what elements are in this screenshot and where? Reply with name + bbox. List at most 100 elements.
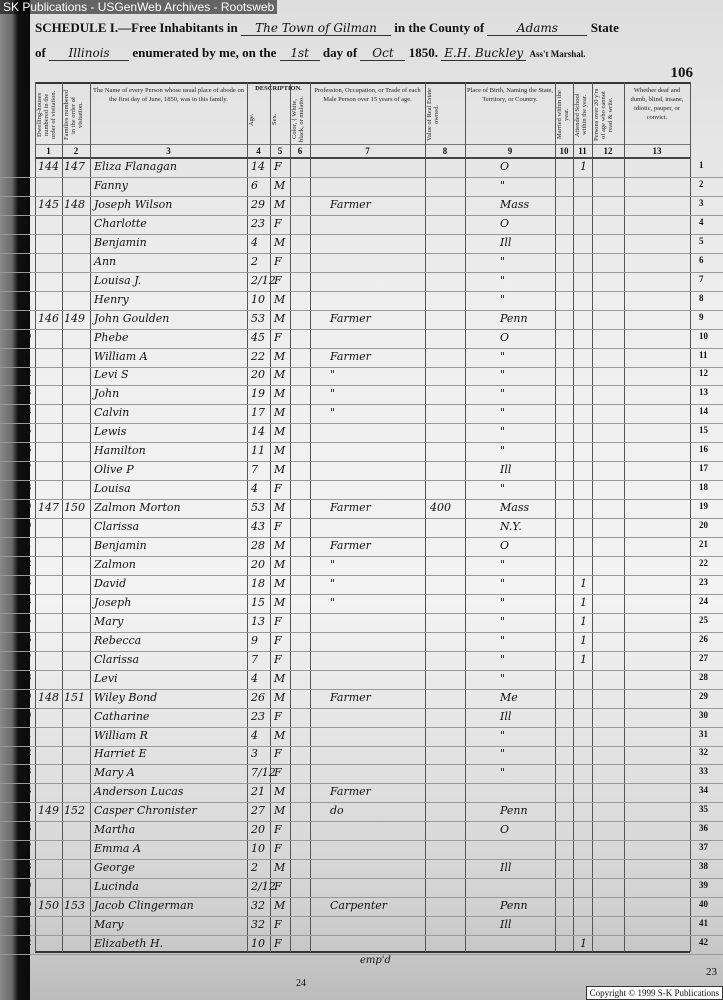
row-number-right: 20 [699,520,708,531]
sex: M [274,425,286,439]
birthplace: " [500,633,506,647]
county-field: Adams [487,21,588,36]
person-name: David [94,576,127,590]
birthplace: O [500,539,510,552]
birthplace: O [500,823,510,837]
age: 28 [251,539,265,552]
person-name: Anderson Lucas [94,785,184,799]
day-field: 1st [279,46,320,61]
row-number-right: 38 [699,861,708,872]
table-row: 17 Olive P 7 M Ill 17 [0,461,723,482]
table-row: 7 Louisa J. 2/12 F " 7 [0,272,723,292]
age: 10 [251,936,265,950]
birthplace: " [500,387,506,401]
column-rule [465,82,466,952]
attended-school-mark: 1 [580,633,587,647]
birthplace: " [500,406,506,420]
person-name: Jacob Clingerman [94,899,194,913]
year-label: 1850. [408,45,438,60]
birthplace: " [500,444,506,458]
enumerated-label: enumerated by me, on the [132,45,277,60]
age: 14 [251,160,265,173]
sex: M [274,387,286,401]
column-rule [310,82,311,952]
table-row: 39 Lucinda 2/12 F 39 [0,878,723,899]
sex: M [274,292,286,306]
sex: M [274,463,286,477]
person-name: Benjamin [94,539,147,552]
birthplace: " [500,652,506,666]
footer-note: emp'd [360,955,391,966]
attended-school-mark: 1 [580,160,587,173]
column-header-3: The Name of every Person whose usual pla… [93,87,244,103]
person-name: Zalmon Morton [94,501,181,515]
row-number-left: 5 [22,235,27,246]
occupation: Farmer [330,501,371,515]
schedule-title-line: SCHEDULE I.—Free Inhabitants in The Town… [35,20,619,36]
age: 6 [251,178,258,192]
row-number-right: 5 [699,235,704,246]
row-number-right: 16 [699,444,708,455]
age: 19 [251,387,265,401]
person-name: Levi [94,671,118,685]
column-header-5: Sex. [271,113,278,126]
sex: M [274,197,286,211]
column-number-2: 2 [73,146,79,156]
column-number-6: 6 [297,146,303,156]
age: 2/12 [251,273,276,287]
column-rule [425,82,426,952]
row-number-right: 18 [699,482,708,493]
table-row: 12 Levi S 20 M " " 12 [0,366,723,387]
birthplace: Mass [500,501,530,515]
age: 4 [251,235,258,249]
column-number-8: 8 [442,146,448,156]
sex: F [274,652,282,666]
birthplace: " [500,273,506,287]
age: 23 [251,216,265,230]
row-number-right: 24 [699,595,708,606]
row-number-left: 7 [22,273,27,284]
age: 2 [251,861,258,875]
row-number-left: 1 [22,160,27,170]
sex: F [274,614,282,628]
column-rule [270,82,271,952]
column-number-11: 11 [578,146,587,156]
birthplace: " [500,728,506,742]
corner-number: 23 [706,966,717,978]
table-row: 11 William A 22 M Farmer " 11 [0,348,723,368]
person-name: Wiley Bond [94,690,158,704]
person-name: Benjamin [94,235,147,249]
row-number-right: 3 [699,197,704,208]
sex: M [274,178,286,192]
row-number-right: 32 [699,747,708,758]
enumeration-line: of Illinois enumerated by me, on the 1st… [35,45,585,61]
row-number-right: 13 [699,387,708,398]
person-name: Rebecca [94,633,142,647]
column-number-10: 10 [559,146,569,156]
column-header-2: Families numbered in the order of visita… [63,90,84,141]
dwelling-number: 147 [38,501,59,515]
column-rule [624,82,625,952]
sex: F [274,709,282,723]
column-header-13: Whether deaf and dumb, blind, insane, id… [630,87,684,121]
table-row: 33 Mary A 7/12 F " 33 [0,764,723,785]
occupation: do [330,804,344,818]
sex: F [274,520,282,534]
sex: M [274,349,286,363]
birthplace: " [500,614,506,628]
row-number-left: 2 [22,178,27,189]
column-header-9: Place of Birth, Naming the State, Territ… [466,87,554,103]
table-row: 30 Catharine 23 F Ill 30 [0,708,723,728]
age: 4 [251,728,258,742]
attended-school-mark: 1 [580,652,587,666]
column-header-7: Profession, Occupation, or Trade of each… [314,87,421,103]
birthplace: " [500,292,506,306]
sex: M [274,501,286,515]
table-row: 4 Charlotte 23 F O 4 [0,215,723,235]
row-number-right: 4 [699,216,704,227]
age: 18 [251,576,265,590]
row-number-left: 40 [22,899,31,910]
birthplace: Me [500,690,518,704]
sex: M [274,671,286,685]
